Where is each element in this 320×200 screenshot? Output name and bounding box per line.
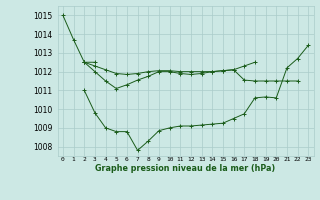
X-axis label: Graphe pression niveau de la mer (hPa): Graphe pression niveau de la mer (hPa) (95, 164, 276, 173)
